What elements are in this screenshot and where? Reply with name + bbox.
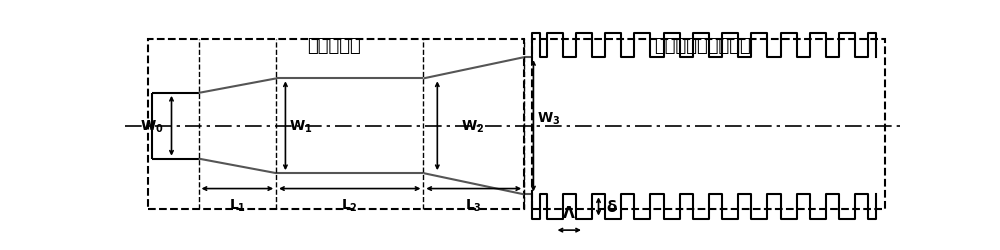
Text: $\mathbf{W_3}$: $\mathbf{W_3}$ [537,110,561,127]
Text: 模式转换器: 模式转换器 [307,36,361,54]
Text: $\mathbf{L_2}$: $\mathbf{L_2}$ [341,197,358,213]
Text: $\mathbf{W_2}$: $\mathbf{W_2}$ [461,118,484,134]
Text: $\mathbf{L_1}$: $\mathbf{L_1}$ [229,197,246,213]
Text: $\mathbf{W_1}$: $\mathbf{W_1}$ [289,118,313,134]
Text: $\mathbf{\delta}$: $\mathbf{\delta}$ [606,199,618,214]
Text: $\mathbf{\Lambda}$: $\mathbf{\Lambda}$ [562,205,576,220]
Text: 非对称多模波导光栅: 非对称多模波导光栅 [654,36,751,54]
Text: $\mathbf{W_0}$: $\mathbf{W_0}$ [140,118,164,134]
Text: $\mathbf{L_3}$: $\mathbf{L_3}$ [465,197,482,213]
